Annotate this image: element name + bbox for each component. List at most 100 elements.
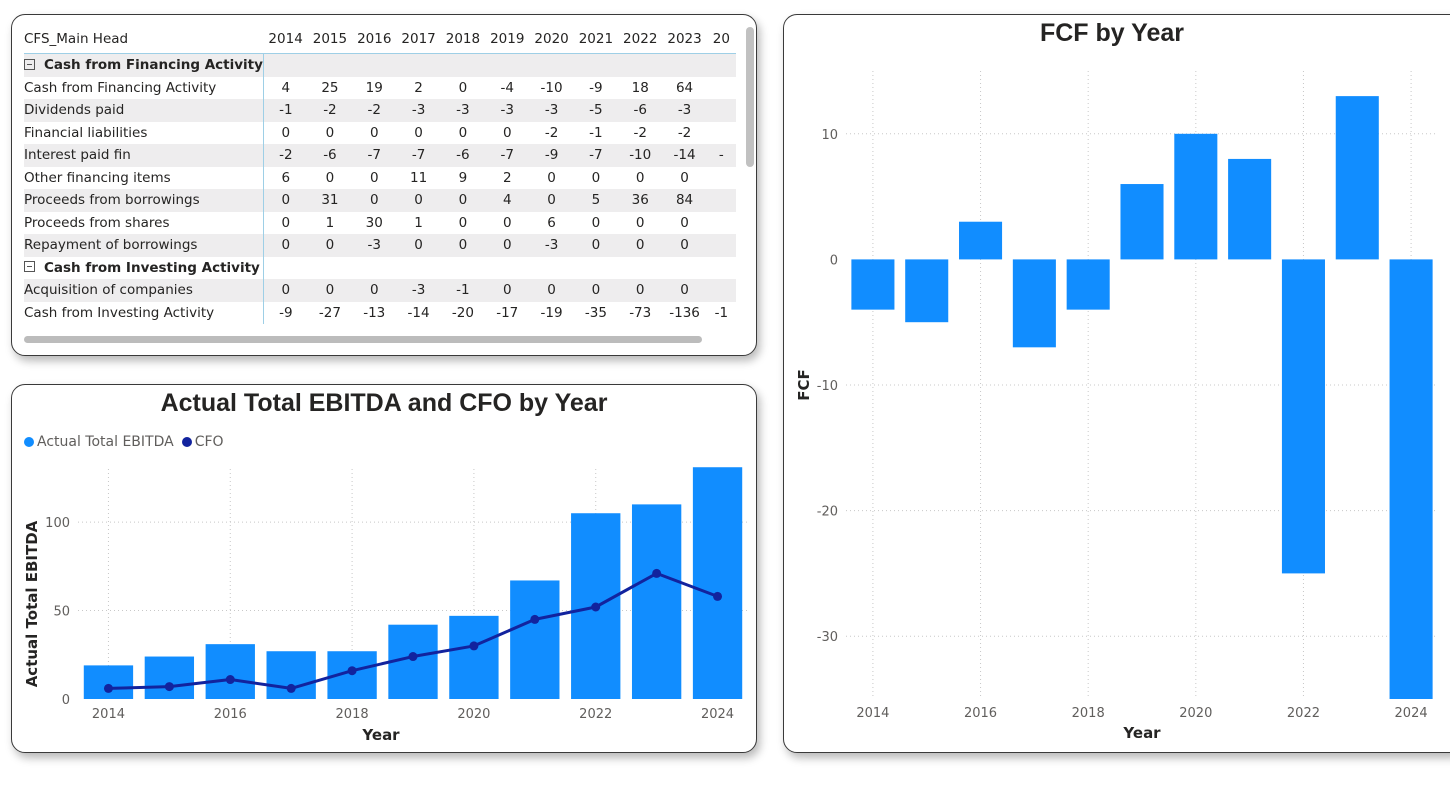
- matrix-value-cell: -2: [352, 99, 397, 122]
- matrix-value-cell: 0: [485, 279, 530, 302]
- fcf-bar: [1174, 133, 1218, 260]
- legend-item-cfo[interactable]: CFO: [181, 434, 224, 450]
- matrix-group-row: Cash from Financing Activity: [24, 53, 736, 77]
- ebitda-cfo-chart-visual: Actual Total EBITDA and CFO by Year Actu…: [11, 384, 757, 753]
- matrix-row-label: Interest paid fin: [24, 144, 264, 167]
- matrix-header-label[interactable]: CFS_Main Head: [24, 31, 129, 47]
- matrix-value-cell: 0: [352, 189, 397, 212]
- matrix-row-label: Proceeds from borrowings: [24, 189, 264, 212]
- matrix-empty-cell: [707, 257, 736, 280]
- cfo-point: [347, 666, 357, 676]
- matrix-year-header[interactable]: 2016: [357, 31, 392, 47]
- matrix-value-cell: -10: [618, 144, 663, 167]
- x-axis-title: Year: [1122, 724, 1161, 742]
- matrix-row-label: Cash from Investing Activity: [24, 301, 264, 324]
- matrix-row[interactable]: Proceeds from shares 0 1 30 1 0 0 6 0 0 0: [24, 211, 736, 234]
- matrix-value-cell: 0: [529, 189, 574, 212]
- matrix-empty-cell: [263, 53, 308, 77]
- matrix-body: Cash from Financing Activity Cash from Fi…: [24, 53, 736, 324]
- matrix-row-label: Other financing items: [24, 166, 264, 189]
- matrix-row[interactable]: Proceeds from borrowings 0 31 0 0 0 4 0 5 36 84: [24, 189, 736, 212]
- matrix-value-cell: -3: [352, 234, 397, 257]
- matrix-row[interactable]: Cash from Financing Activity 4 25 19 2 0 -4 -10…: [24, 76, 736, 100]
- legend-dot-cfo: [181, 437, 192, 447]
- cfo-point: [164, 682, 174, 692]
- y-tick-label: -20: [817, 505, 838, 520]
- matrix-empty-cell: [396, 257, 440, 280]
- matrix-value-cell: 0: [263, 189, 308, 212]
- matrix-year-header[interactable]: 2015: [312, 31, 348, 47]
- matrix-row[interactable]: Interest paid fin -2 -6 -7 -7 -6 -7 -9 -7 -10 -14-: [24, 144, 736, 167]
- legend-item-ebitda[interactable]: Actual Total EBITDA: [24, 434, 174, 450]
- matrix-empty-cell: [263, 257, 307, 280]
- matrix-row[interactable]: Repayment of borrowings 0 0 -3 0 0 0 -3 0 0 0: [24, 234, 736, 257]
- matrix-row[interactable]: Acquisition of companies 0 0 0 -3 -1 0 0 0 0 0: [24, 279, 736, 302]
- matrix-value-cell: 6: [547, 214, 556, 231]
- x-tick-label: 2018: [1072, 706, 1105, 721]
- matrix-value-cell: 18: [631, 79, 649, 96]
- matrix-row[interactable]: Financial liabilities 0 0 0 0 0 0 -2 -1 -2 -2: [24, 121, 736, 144]
- matrix-value-cell: 1: [414, 214, 423, 231]
- matrix-value-cell: 6: [281, 169, 291, 186]
- matrix-value-cell: 0: [618, 234, 663, 257]
- y-tick-label: -10: [817, 379, 838, 394]
- matrix-year-header[interactable]: 2018: [445, 31, 481, 47]
- matrix-value-cell: 0: [281, 124, 291, 141]
- matrix-row-label: Financial liabilities: [24, 121, 264, 144]
- matrix-value-cell: -27: [318, 304, 341, 321]
- matrix-value-cell: -3: [529, 234, 574, 257]
- matrix-value-cell: [707, 167, 736, 190]
- matrix-value-cell: 0: [307, 234, 353, 257]
- cfs-matrix-visual: CFS_Main Head 2014 2015 2016 2017 2018 2019 20…: [11, 14, 757, 356]
- matrix-value-cell: [706, 189, 736, 212]
- horizontal-scrollbar[interactable]: [24, 336, 702, 343]
- vertical-scrollbar[interactable]: [746, 27, 754, 167]
- matrix-year-header[interactable]: 2022: [623, 31, 658, 47]
- matrix-group-label: Cash from Financing Activity: [24, 53, 264, 77]
- matrix-value-cell: 5: [573, 189, 619, 212]
- y-tick-label: 0: [830, 253, 838, 268]
- fcf-bar: [1120, 184, 1164, 260]
- fcf-bar: [1066, 259, 1110, 310]
- fcf-bar: [1012, 259, 1056, 348]
- cfo-point: [469, 641, 479, 651]
- matrix-row-label: Proceeds from shares: [24, 211, 264, 234]
- ebitda-bar: [83, 665, 134, 699]
- collapse-icon[interactable]: [24, 58, 35, 70]
- cfo-point: [652, 568, 662, 578]
- matrix-value-cell: 19: [365, 79, 383, 96]
- matrix-value-cell: 0: [573, 234, 619, 257]
- collapse-icon[interactable]: [24, 261, 35, 273]
- matrix-value-cell: [707, 77, 736, 100]
- matrix-row[interactable]: Cash from Investing Activity -9 -27 -13 -14 -…: [24, 301, 736, 324]
- matrix-value-cell: 0: [573, 279, 619, 302]
- matrix-row[interactable]: Dividends paid -1 -2 -2 -3 -3 -3 -3 -5 -6 -3: [24, 99, 736, 122]
- matrix-year-header[interactable]: 2017: [401, 31, 436, 47]
- matrix-value-cell: -14: [407, 304, 430, 321]
- x-tick-label: 2016: [214, 707, 247, 722]
- matrix-year-header[interactable]: 2020: [534, 31, 569, 47]
- y-axis-title: Actual Total EBITDA: [23, 520, 41, 687]
- matrix-row-label: Cash from Financing Activity: [24, 76, 264, 99]
- matrix-row[interactable]: Other financing items 6 0 0 11 9 2 0 0 0 0: [24, 166, 736, 190]
- matrix-empty-cell: [573, 53, 619, 77]
- ebitda-bar: [144, 656, 195, 699]
- matrix-value-cell: 0: [529, 279, 574, 302]
- matrix-year-header[interactable]: 2019: [490, 31, 525, 47]
- x-tick-label: 2020: [1179, 706, 1212, 721]
- matrix-value-cell: -2: [263, 144, 308, 167]
- matrix-value-cell: -4: [500, 79, 514, 96]
- matrix-year-header[interactable]: 2014: [268, 31, 303, 47]
- matrix-value-cell: -6: [618, 99, 663, 122]
- matrix-value-cell: 0: [396, 234, 441, 257]
- matrix-value-cell: 25: [321, 79, 339, 96]
- matrix-value-cell: 0: [635, 169, 645, 186]
- matrix-value-cell: 4: [281, 79, 291, 96]
- matrix-value-cell: -9: [529, 144, 574, 167]
- matrix-value-cell: 0: [680, 169, 689, 186]
- matrix-year-header[interactable]: 20: [712, 31, 730, 47]
- matrix-year-header[interactable]: 2021: [578, 31, 614, 47]
- matrix-year-header[interactable]: 2023: [667, 31, 702, 47]
- matrix-row-label: Acquisition of companies: [24, 279, 264, 302]
- matrix-value-cell: 0: [369, 169, 379, 186]
